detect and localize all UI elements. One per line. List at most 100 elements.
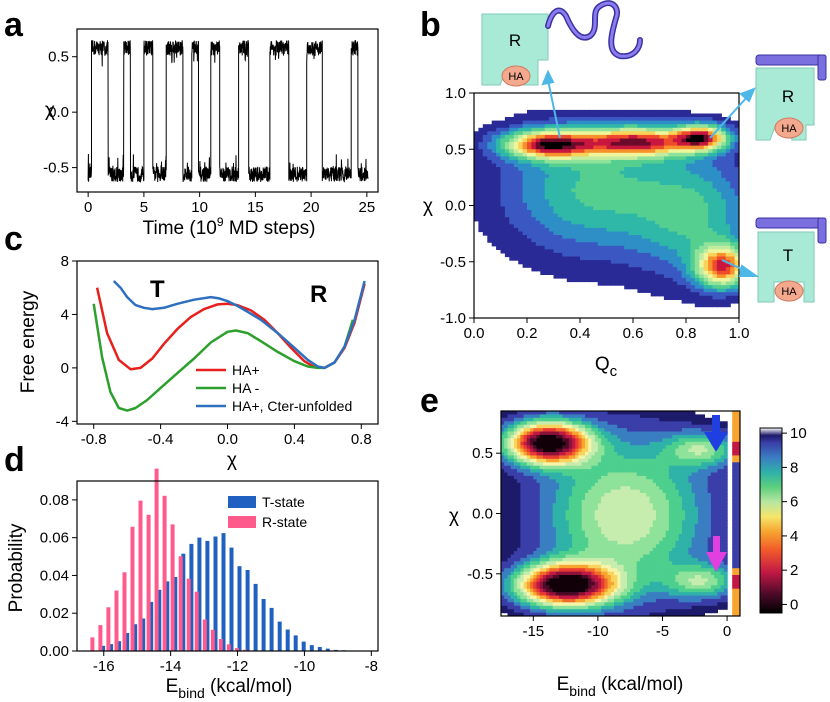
fes-cell bbox=[559, 452, 563, 456]
fes-cell bbox=[663, 159, 669, 165]
fes-cell bbox=[581, 455, 586, 460]
fes-cell bbox=[588, 496, 592, 501]
fes-cell bbox=[663, 256, 669, 261]
fes-cell bbox=[549, 117, 555, 122]
fes-cell bbox=[549, 245, 555, 250]
fes-cell bbox=[535, 220, 541, 225]
fes-cell bbox=[520, 503, 525, 508]
fes-cell bbox=[588, 516, 592, 521]
fes-cell bbox=[588, 159, 594, 165]
fes-cell bbox=[491, 192, 497, 197]
fes-cell bbox=[500, 131, 506, 136]
fes-cell bbox=[646, 224, 652, 229]
fes-cell bbox=[646, 252, 652, 258]
fes-cell bbox=[601, 523, 605, 528]
fes-cell bbox=[619, 113, 625, 118]
fes-cell bbox=[615, 267, 621, 272]
fes-cell bbox=[606, 149, 612, 154]
fes-cell bbox=[517, 605, 521, 610]
fes-cell bbox=[535, 127, 541, 132]
fes-cell bbox=[588, 213, 594, 218]
fes-cell bbox=[520, 520, 525, 525]
fes-cell bbox=[734, 163, 739, 168]
fes-cell bbox=[487, 152, 493, 157]
fes-cell bbox=[677, 285, 683, 290]
fes-cell bbox=[610, 109, 616, 115]
fes-cell bbox=[588, 127, 594, 132]
fes-cell bbox=[597, 479, 602, 484]
fes-cell bbox=[588, 431, 592, 436]
fes-cell bbox=[725, 270, 731, 275]
fes-cell bbox=[496, 188, 502, 193]
fes-cell bbox=[655, 202, 661, 207]
fes-cell bbox=[581, 441, 586, 446]
fes-cell bbox=[624, 181, 630, 186]
state-label-t: T bbox=[783, 246, 793, 265]
fes-cell bbox=[588, 224, 594, 229]
fes-cell bbox=[543, 588, 547, 593]
fes-cell bbox=[610, 242, 616, 247]
fes-cell bbox=[504, 417, 508, 422]
fes-cell bbox=[624, 192, 630, 197]
fes-cell bbox=[571, 249, 577, 254]
fes-cell bbox=[646, 109, 652, 115]
fes-cell bbox=[539, 544, 544, 549]
fes-cell bbox=[686, 170, 691, 175]
fes-cell bbox=[549, 568, 554, 573]
panel-d-ytick-label: 0.02 bbox=[40, 605, 69, 622]
fes-cell bbox=[593, 210, 599, 215]
fes-cell bbox=[597, 170, 603, 175]
fes-cell bbox=[510, 462, 515, 467]
fes-cell bbox=[716, 220, 722, 225]
fes-cell bbox=[646, 285, 652, 290]
fes-cell bbox=[588, 482, 592, 487]
fes-cell bbox=[606, 227, 612, 233]
histogram-bar bbox=[157, 589, 162, 651]
fes-cell bbox=[504, 434, 508, 439]
fes-cell bbox=[565, 506, 570, 511]
fes-cell bbox=[677, 138, 683, 143]
fes-cell bbox=[663, 267, 669, 272]
fes-cell bbox=[523, 448, 528, 453]
fes-cell bbox=[734, 138, 739, 143]
fes-cell bbox=[533, 431, 538, 436]
fes-cell bbox=[633, 149, 638, 154]
fes-cell bbox=[549, 421, 554, 426]
fes-cell bbox=[566, 156, 572, 161]
fes-cell bbox=[672, 131, 678, 136]
fes-cell bbox=[580, 270, 585, 275]
fes-cell bbox=[610, 199, 616, 204]
fes-cell bbox=[588, 438, 592, 443]
fes-cell bbox=[663, 195, 669, 200]
fes-cell bbox=[510, 605, 515, 610]
fes-cell bbox=[597, 489, 602, 494]
fes-cell bbox=[580, 210, 585, 215]
fes-cell bbox=[557, 152, 563, 157]
fes-cell bbox=[624, 138, 630, 143]
fes-cell bbox=[487, 220, 493, 225]
fes-cell bbox=[615, 131, 621, 136]
fes-cell bbox=[628, 192, 634, 197]
fes-cell bbox=[552, 479, 557, 484]
fes-cell bbox=[565, 554, 570, 559]
panel-d-ytick-label: 0.06 bbox=[40, 530, 69, 547]
fes-cell bbox=[725, 188, 731, 193]
fes-cell bbox=[504, 249, 510, 254]
fes-cell bbox=[531, 131, 537, 136]
fes-cell bbox=[681, 142, 687, 147]
fes-cell bbox=[594, 455, 599, 460]
fes-cell bbox=[604, 445, 609, 450]
fes-cell bbox=[591, 462, 596, 467]
fes-cell bbox=[504, 227, 510, 233]
fes-cell bbox=[562, 564, 567, 569]
fes-cell bbox=[730, 177, 736, 182]
fes-cell bbox=[501, 496, 505, 501]
fes-cell bbox=[604, 499, 609, 504]
fes-cell bbox=[568, 602, 573, 607]
state-pointer-arrows bbox=[541, 69, 760, 277]
fes-cell bbox=[575, 578, 580, 583]
fes-cell bbox=[518, 252, 524, 258]
fes-cell bbox=[572, 417, 576, 422]
fes-cell bbox=[540, 109, 546, 115]
pointer-arrow-head bbox=[739, 87, 756, 103]
